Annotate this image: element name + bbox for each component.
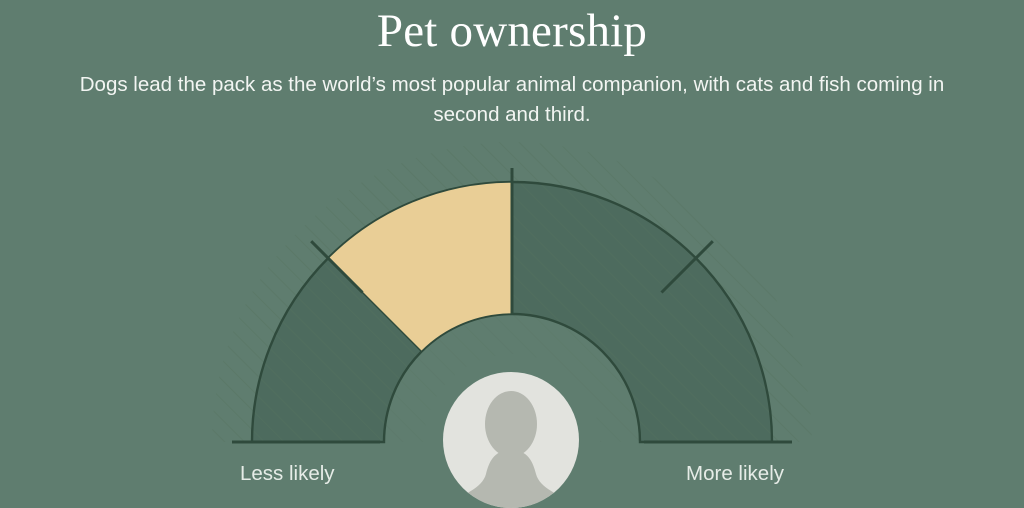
gauge-tick-45 <box>660 240 714 294</box>
page-title: Pet ownership <box>376 5 648 57</box>
avatar[interactable] <box>436 372 586 508</box>
avatar-person-icon <box>443 391 579 508</box>
gauge-right-label: More likely <box>686 462 785 485</box>
gauge-halo-hatch <box>212 142 812 442</box>
gauge-left-label: Less likely <box>240 462 335 485</box>
gauge-tick-135 <box>310 240 364 294</box>
page-subtitle: Dogs lead the pack as the world’s most p… <box>79 73 945 126</box>
gauge-highlight-segment[interactable] <box>327 181 513 353</box>
gauge-ticks <box>232 168 792 444</box>
header: Pet ownership Dogs lead the pack as the … <box>0 0 1024 130</box>
